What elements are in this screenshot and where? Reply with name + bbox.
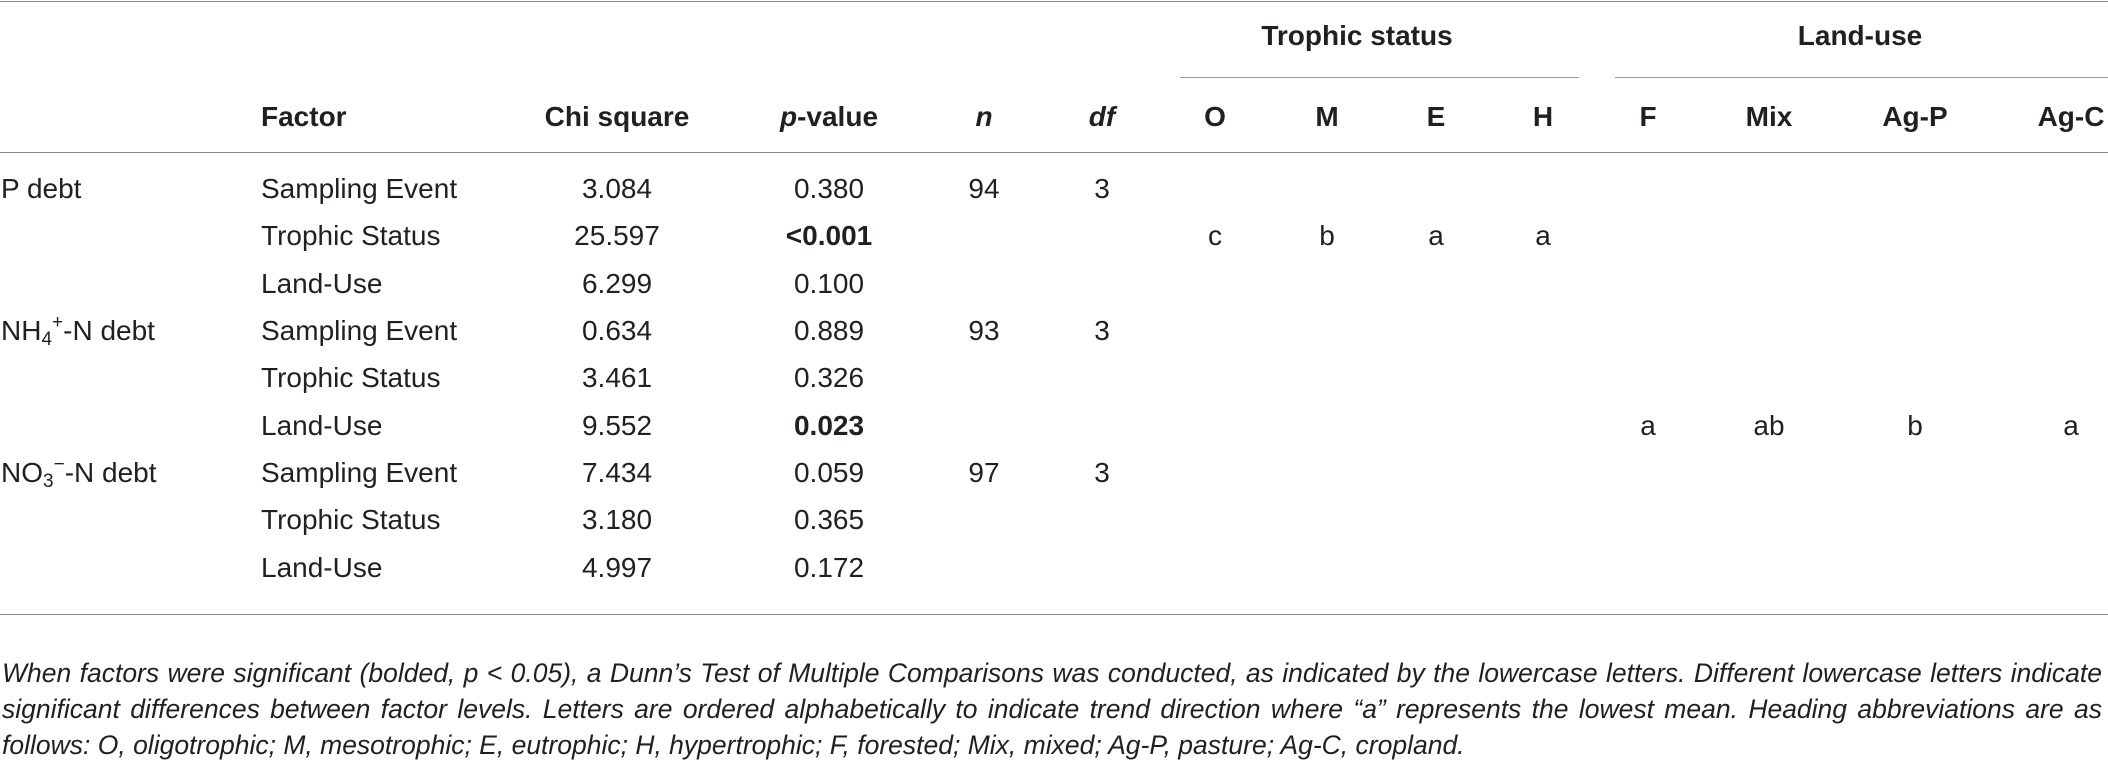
factor-cell: Trophic Status (261, 220, 441, 251)
p-value-cell: 0.326 (793, 362, 865, 393)
landuse-col-header-mix: Mix (1745, 101, 1793, 132)
chi-square-cell: 3.180 (581, 504, 653, 535)
factor-cell: Land-Use (261, 410, 383, 441)
trophic-letter-h: a (1535, 220, 1551, 251)
p-value-cell: 0.380 (793, 173, 865, 204)
label-part: NH (1, 315, 42, 346)
landuse-group-rule (1615, 77, 2108, 78)
label-part: NO (1, 457, 43, 488)
p-value-cell: 0.365 (793, 504, 865, 535)
df-column-header: df (1088, 101, 1116, 132)
label-part: -N debt (64, 457, 157, 488)
variable-label-nh4-n-debt: NH4+-N debt (1, 313, 155, 349)
df-value: 3 (1094, 315, 1110, 346)
factor-cell: Land-Use (261, 552, 383, 583)
trophic-col-header-e: E (1426, 101, 1446, 132)
p-value-cell: 0.100 (793, 268, 865, 299)
factor-cell: Land-Use (261, 268, 383, 299)
chi-square-column-header: Chi square (544, 101, 690, 132)
landuse-letter-mix: ab (1753, 410, 1785, 441)
trophic-col-header-h: H (1532, 101, 1554, 132)
label-superscript: − (53, 454, 65, 475)
factor-cell: Sampling Event (261, 315, 458, 346)
p-value-cell: 0.059 (793, 457, 865, 488)
factor-cell: Trophic Status (261, 362, 441, 393)
trophic-col-header-m: M (1315, 101, 1339, 132)
landuse-col-header-ag-c: Ag-C (2037, 101, 2105, 132)
chi-square-cell: 4.997 (581, 552, 653, 583)
landuse-col-header-f: F (1639, 101, 1657, 132)
p-value-header-italic: p (779, 101, 798, 132)
landuse-letter-ag-p: b (1907, 410, 1923, 441)
factor-cell: Trophic Status (261, 504, 441, 535)
factor-cell: Sampling Event (261, 173, 458, 204)
n-value: 93 (968, 315, 1000, 346)
n-column-header: n (975, 101, 993, 132)
trophic-letter-e: a (1428, 220, 1444, 251)
df-value: 3 (1094, 173, 1110, 204)
bottom-rule (0, 614, 2108, 615)
variable-label-p-debt: P debt (1, 173, 82, 204)
chi-square-cell: 3.084 (581, 173, 653, 204)
chi-square-cell: 6.299 (581, 268, 653, 299)
chi-square-cell: 9.552 (581, 410, 653, 441)
landuse-letter-ag-c: a (2063, 410, 2079, 441)
label-subscript: 3 (43, 471, 54, 492)
land-use-group-header: Land-use (1797, 20, 1923, 51)
trophic-letter-m: b (1319, 220, 1335, 251)
label-subscript: 4 (41, 329, 53, 350)
top-rule (0, 1, 2108, 2)
factor-cell: Sampling Event (261, 457, 458, 488)
p-value-cell: 0.889 (793, 315, 865, 346)
header-rule (0, 152, 2108, 153)
factor-column-header: Factor (261, 101, 347, 132)
landuse-col-header-ag-p: Ag-P (1882, 101, 1948, 132)
label-superscript: + (52, 312, 64, 333)
label-part: -N debt (63, 315, 155, 346)
p-value-cell: 0.172 (793, 552, 865, 583)
p-value-header-suffix: -value (797, 101, 879, 132)
n-value: 97 (968, 457, 1000, 488)
p-value-cell-significant: 0.023 (793, 410, 865, 441)
chi-square-cell: 0.634 (581, 315, 653, 346)
trophic-group-rule (1180, 77, 1579, 78)
trophic-status-group-header: Trophic status (1261, 20, 1453, 51)
n-value: 94 (968, 173, 1000, 204)
p-value-cell-significant: <0.001 (785, 220, 873, 251)
trophic-col-header-o: O (1204, 101, 1226, 132)
variable-label-no3-n-debt: NO3−-N debt (1, 455, 157, 491)
landuse-letter-f: a (1640, 410, 1656, 441)
p-value-column-header: p-value (780, 99, 878, 135)
table-footnote: When factors were significant (bolded, p… (2, 658, 2102, 760)
trophic-letter-o: c (1208, 220, 1222, 251)
chi-square-cell: 25.597 (574, 220, 660, 251)
df-value: 3 (1094, 457, 1110, 488)
chi-square-cell: 3.461 (581, 362, 653, 393)
chi-square-cell: 7.434 (581, 457, 653, 488)
